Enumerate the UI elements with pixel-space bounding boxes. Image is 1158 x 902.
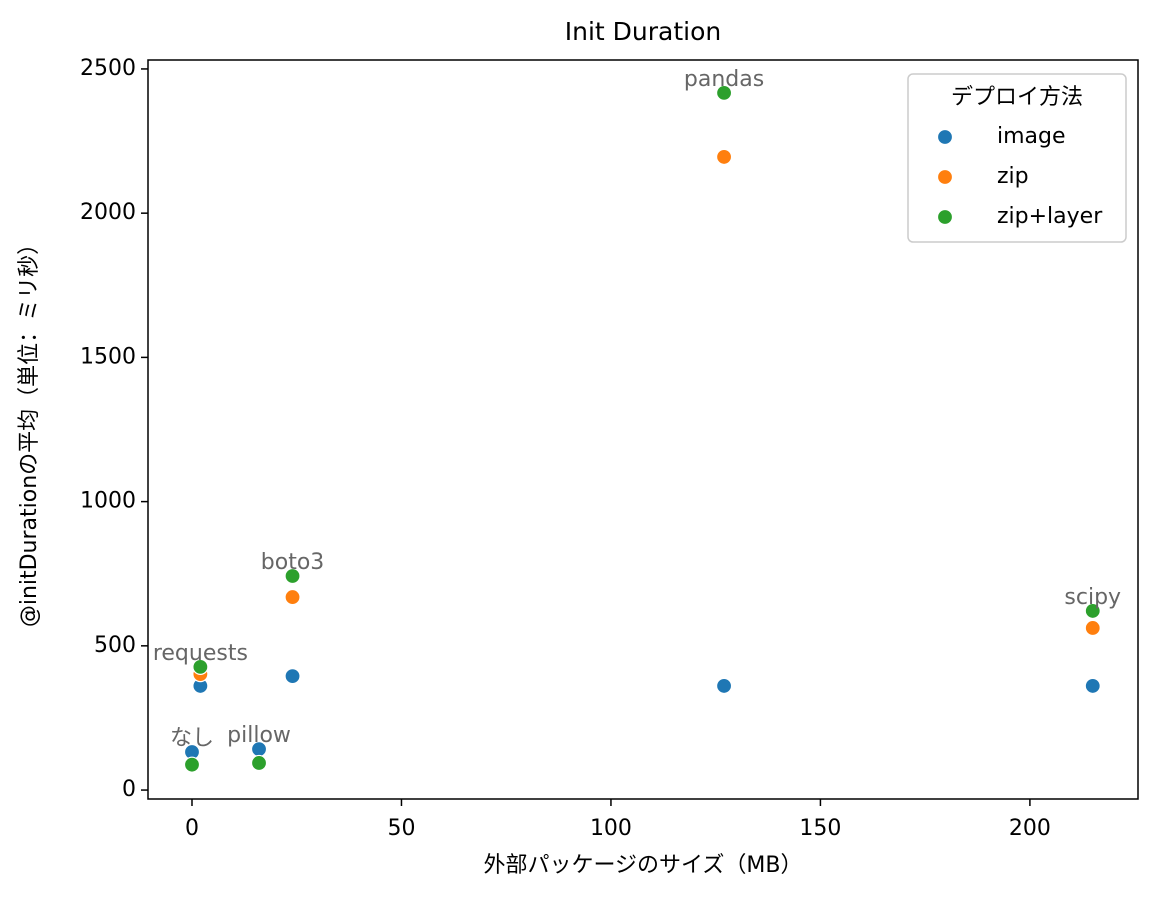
y-tick-label: 1000	[80, 489, 136, 514]
legend-title: デプロイ方法	[951, 85, 1083, 110]
annotation: requests	[153, 641, 248, 666]
x-axis-label: 外部パッケージのサイズ（MB）	[484, 853, 803, 878]
y-tick-label: 1500	[80, 344, 136, 369]
y-tick-label: 0	[122, 777, 136, 802]
point	[715, 148, 733, 166]
x-tick-label: 0	[185, 816, 199, 841]
legend-label: zip	[997, 164, 1029, 189]
point	[250, 754, 268, 772]
x-tick-label: 100	[590, 816, 632, 841]
point	[192, 658, 209, 675]
legend-label: image	[997, 124, 1066, 149]
x-tick-label: 200	[1009, 816, 1051, 841]
annotation: scipy	[1064, 585, 1121, 610]
point	[284, 668, 301, 685]
legend-marker	[936, 128, 954, 146]
x-tick-label: 150	[799, 816, 841, 841]
plot-area	[147, 59, 1139, 800]
annotation: pandas	[684, 67, 764, 92]
legend-label: zip+layer	[997, 204, 1103, 229]
y-tick-label: 2500	[80, 56, 136, 81]
point	[1084, 602, 1101, 620]
point	[284, 567, 301, 585]
annotation: なし	[170, 726, 214, 751]
legend-marker	[936, 168, 954, 186]
annotation: boto3	[261, 550, 325, 575]
point	[1084, 677, 1101, 695]
y-tick-label: 500	[94, 633, 136, 658]
y-tick-label: 2000	[80, 200, 136, 225]
point	[183, 756, 201, 773]
annotation: pillow	[227, 723, 291, 748]
point	[284, 588, 301, 606]
point	[715, 84, 733, 101]
y-axis-label: @initDurationの平均（単位：ミリ秒）	[17, 233, 42, 627]
x-tick-label: 50	[387, 816, 415, 841]
chart-title: Init Duration	[565, 17, 722, 46]
point	[715, 677, 733, 695]
legend-box	[907, 73, 1127, 243]
point	[1084, 619, 1101, 637]
legend-marker	[936, 208, 954, 226]
